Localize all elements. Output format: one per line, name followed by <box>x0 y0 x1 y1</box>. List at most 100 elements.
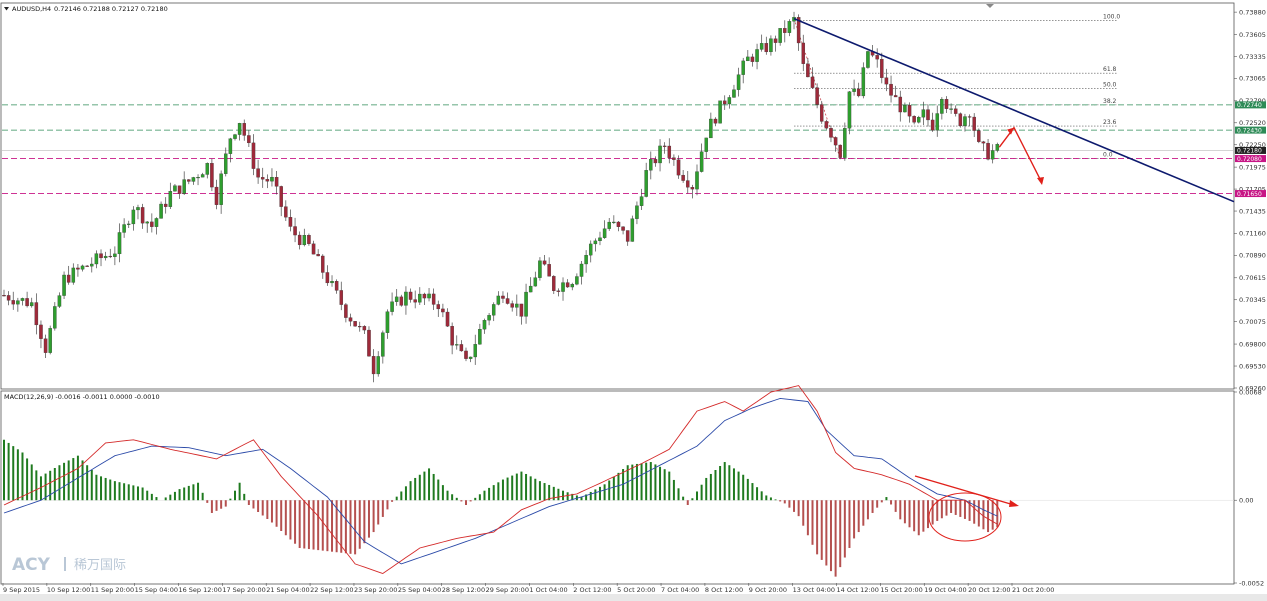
x-tick-label: 19 Oct 04:00 <box>924 586 966 594</box>
candle-body <box>381 332 385 357</box>
y-tick-label: 0.71705 <box>1239 185 1266 193</box>
candle-body <box>644 170 648 197</box>
candle-body <box>265 179 270 182</box>
candle-body <box>487 315 491 321</box>
x-tick-label: 8 Oct 12:00 <box>705 586 743 594</box>
candle-body <box>672 157 676 160</box>
candle-body <box>357 326 362 328</box>
x-tick-label: 5 Oct 20:00 <box>617 586 655 594</box>
fib-label: 23.6 <box>1103 119 1117 126</box>
y-tick-label: 0.70075 <box>1239 318 1266 326</box>
candle-body <box>122 224 126 233</box>
candle-body <box>468 356 473 359</box>
candle-body <box>247 135 251 144</box>
candle-body <box>482 320 487 330</box>
x-tick-label: 13 Oct 04:00 <box>793 586 835 594</box>
candle-body <box>367 329 371 357</box>
y-tick-label: 0.69260 <box>1239 384 1266 392</box>
price-box-label: 0.72180 <box>1237 148 1262 155</box>
candle-body <box>297 234 302 246</box>
divergence-arrow-head-icon <box>1009 500 1019 507</box>
arrow-up-head-icon <box>1007 127 1014 135</box>
y-tick-label: 0.73335 <box>1239 53 1266 61</box>
y-tick-label: 0.72520 <box>1239 119 1266 127</box>
y-tick-label: 0.70890 <box>1239 252 1266 260</box>
collapse-arrow-icon[interactable] <box>4 7 9 11</box>
macd-tick-label: 0.0068 <box>1239 388 1262 396</box>
x-tick-label: 15 Oct 20:00 <box>880 586 922 594</box>
candle-body <box>538 260 542 278</box>
x-tick-label: 10 Sep 12:00 <box>47 586 90 594</box>
price-box-label: 0.72080 <box>1237 156 1262 163</box>
candle-body <box>205 163 210 175</box>
candle-body <box>903 104 907 113</box>
candle-body <box>99 253 103 259</box>
acy-logo: ACY 稀万国际 <box>12 555 126 575</box>
candle-body <box>11 300 15 305</box>
candle-body <box>949 108 953 110</box>
candle-body <box>709 118 713 139</box>
candle-body <box>224 153 228 174</box>
divergence-arrow <box>914 475 1015 506</box>
candle-body <box>898 96 903 113</box>
candle-body <box>459 344 464 352</box>
candle-body <box>404 291 408 306</box>
y-tick-label: 0.73065 <box>1239 75 1266 83</box>
y-tick-label: 0.69530 <box>1239 362 1266 370</box>
candle-body <box>90 263 94 267</box>
candle-body <box>311 243 316 255</box>
macd-tick-label: 0.00 <box>1239 497 1253 505</box>
macd-lines <box>3 385 998 574</box>
candle-body <box>80 265 85 270</box>
y-tick-label: 0.69800 <box>1239 340 1266 348</box>
candle-body <box>177 185 182 194</box>
candle-body <box>34 302 39 326</box>
candle-body <box>62 274 66 296</box>
candle-body <box>159 203 163 219</box>
candle-body <box>662 145 667 147</box>
x-tick-label: 28 Sep 12:00 <box>442 586 485 594</box>
candle-body <box>963 116 967 127</box>
candle-body <box>362 326 367 331</box>
candle-body <box>635 205 639 219</box>
candle-body <box>450 326 454 346</box>
candle-body <box>2 295 6 297</box>
candle-body <box>547 264 551 277</box>
price-box <box>1235 146 1266 154</box>
macd-label: MACD(12,26,9) -0.0016 -0.0011 0.0000 -0.… <box>4 393 160 401</box>
candle-body <box>53 306 57 329</box>
y-tick-label: 0.71160 <box>1239 230 1266 238</box>
candle-body <box>408 291 413 300</box>
candle-body <box>173 185 177 192</box>
candle-body <box>838 144 842 158</box>
candle-body <box>977 130 981 142</box>
candle-body <box>427 293 431 299</box>
y-tick-label: 0.70345 <box>1239 296 1266 304</box>
candle-body <box>695 171 699 190</box>
candle-body <box>787 21 792 33</box>
candle-body <box>76 267 80 270</box>
logo-sub: 稀万国际 <box>74 558 126 573</box>
candle-body <box>478 329 482 345</box>
macd-annotation <box>914 475 1019 542</box>
candle-body <box>926 109 930 121</box>
candle-body <box>307 235 311 244</box>
candle-body <box>126 223 131 225</box>
candle-body <box>66 274 71 283</box>
arrow-down-head-icon <box>1037 176 1044 185</box>
trendline-layer[interactable] <box>793 17 1235 203</box>
candle-body <box>972 116 976 131</box>
candle-body <box>473 344 477 358</box>
candle-body <box>57 295 62 307</box>
y-tick-label: 0.73605 <box>1239 31 1266 39</box>
candle-body <box>491 304 496 316</box>
candle-body <box>852 88 856 92</box>
candle-body <box>676 159 681 176</box>
candle-body <box>584 255 588 265</box>
x-tick-label: 23 Sep 20:00 <box>354 586 397 594</box>
candle-body <box>150 221 154 227</box>
scroll-marker-icon[interactable] <box>986 4 994 8</box>
candle-body <box>699 151 704 172</box>
candle-body <box>561 282 565 292</box>
